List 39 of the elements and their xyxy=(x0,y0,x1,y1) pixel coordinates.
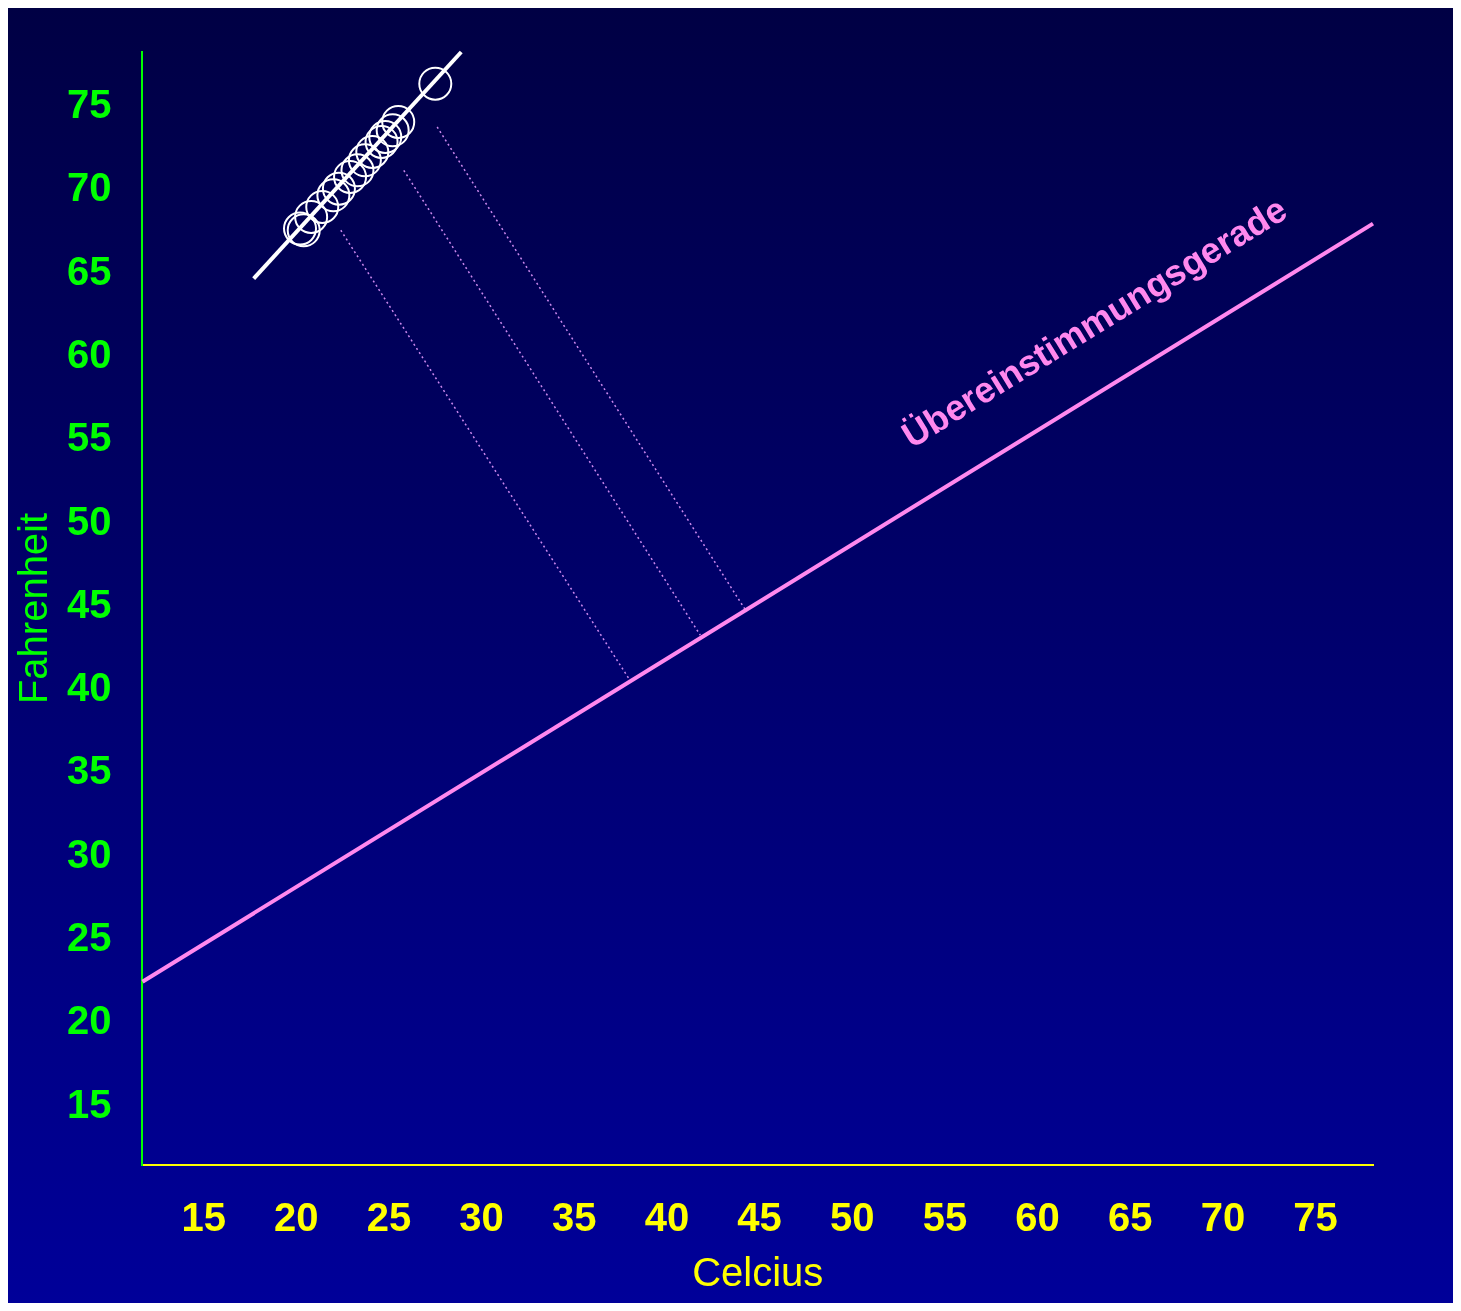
x-tick-label: 15 xyxy=(181,1195,226,1240)
x-tick-label: 60 xyxy=(1015,1195,1060,1240)
x-tick-label: 35 xyxy=(552,1195,597,1240)
y-tick-label: 75 xyxy=(66,82,112,127)
point xyxy=(305,189,340,224)
y-tick-label: 30 xyxy=(66,831,112,876)
x-tick-label: 30 xyxy=(459,1195,504,1240)
point xyxy=(294,199,329,234)
point xyxy=(333,159,368,194)
x-tick-label: 55 xyxy=(922,1195,968,1240)
y-tick-label: 55 xyxy=(66,415,112,460)
x-tick-label: 20 xyxy=(274,1195,319,1240)
x-tick-label: 25 xyxy=(366,1195,412,1240)
x-tick-label: 45 xyxy=(737,1195,782,1240)
x-tick-label: 40 xyxy=(644,1195,690,1240)
y-axis-title: Fahrenheit xyxy=(11,512,56,705)
point xyxy=(418,66,453,101)
y-tick-label: 50 xyxy=(66,498,112,543)
x-tick-label: 70 xyxy=(1200,1195,1246,1240)
point xyxy=(375,113,410,148)
y-tick-label: 35 xyxy=(66,748,112,793)
y-tick-label: 70 xyxy=(66,165,112,210)
point xyxy=(347,143,382,178)
y-tick-label: 60 xyxy=(66,331,112,376)
y-tick-label: 65 xyxy=(66,248,112,293)
point xyxy=(381,104,416,139)
point xyxy=(316,178,351,213)
point xyxy=(321,171,356,206)
x-tick-label: 65 xyxy=(1107,1195,1153,1240)
y-tick-label: 45 xyxy=(66,581,112,626)
y-tick-label: 15 xyxy=(66,1081,112,1126)
y-tick-label: 25 xyxy=(66,915,112,960)
x-tick-label: 75 xyxy=(1293,1195,1338,1240)
y-tick-label: 20 xyxy=(66,998,112,1043)
point xyxy=(340,153,375,188)
x-tick-label: 50 xyxy=(830,1195,875,1240)
point xyxy=(355,134,390,169)
x-axis-title: Celcius xyxy=(692,1250,824,1295)
y-tick-label: 40 xyxy=(66,665,112,710)
